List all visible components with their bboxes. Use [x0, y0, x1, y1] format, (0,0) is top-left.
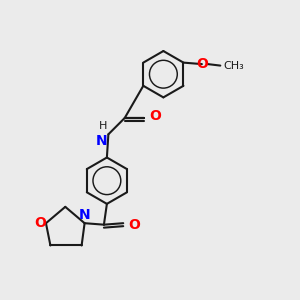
Text: O: O [149, 110, 161, 124]
Text: O: O [34, 216, 46, 230]
Text: N: N [95, 134, 107, 148]
Text: CH₃: CH₃ [223, 61, 244, 70]
Text: H: H [98, 121, 107, 131]
Text: O: O [196, 57, 208, 71]
Text: O: O [129, 218, 140, 232]
Text: N: N [79, 208, 90, 222]
